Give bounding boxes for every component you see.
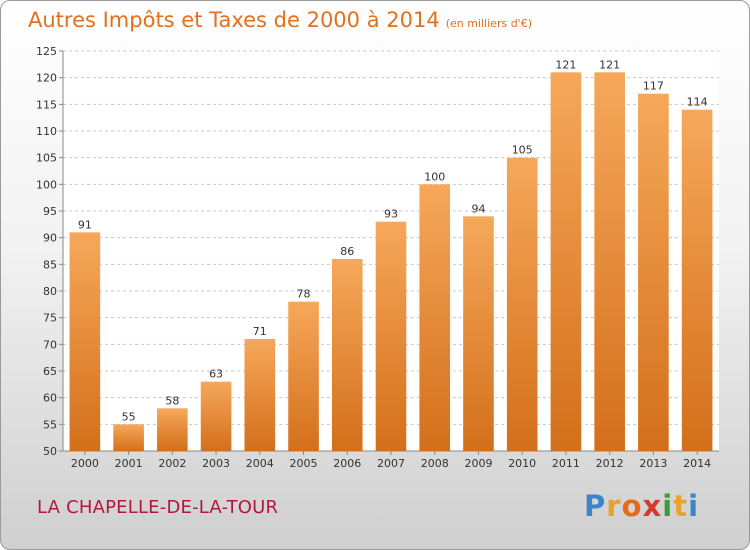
chart-unit: (en milliers d'€) (445, 17, 532, 30)
y-tick-label: 60 (43, 392, 57, 405)
x-tick-label: 2007 (377, 457, 405, 470)
place-name: LA CHAPELLE-DE-LA-TOUR (37, 497, 279, 518)
bar (594, 72, 625, 451)
data-label: 58 (165, 394, 179, 407)
data-label: 71 (253, 325, 267, 338)
y-tick-label: 70 (43, 338, 57, 351)
x-tick-label: 2001 (115, 457, 143, 470)
data-label: 114 (687, 96, 708, 109)
y-tick-label: 105 (36, 152, 57, 165)
data-label: 93 (384, 208, 398, 221)
x-tick-label: 2000 (71, 457, 99, 470)
bar (200, 381, 232, 451)
y-tick-label: 50 (43, 445, 57, 458)
logo-letter: t (673, 489, 689, 523)
logo-letter: x (642, 489, 663, 523)
y-tick-label: 55 (43, 418, 57, 431)
bar (463, 216, 494, 451)
bar (681, 109, 713, 452)
data-label: 78 (297, 288, 311, 301)
y-tick-label: 115 (36, 98, 57, 111)
x-tick-label: 2002 (158, 457, 186, 470)
proxiti-logo[interactable]: Proxiti (584, 489, 699, 523)
data-label: 63 (209, 368, 223, 381)
x-tick-label: 2013 (639, 457, 667, 470)
data-label: 121 (599, 58, 620, 71)
data-label: 55 (122, 410, 136, 423)
y-tick-label: 125 (36, 45, 57, 58)
y-tick-label: 110 (36, 125, 57, 138)
data-label: 117 (643, 80, 664, 93)
logo-letter: i (688, 489, 700, 523)
x-tick-label: 2006 (333, 457, 361, 470)
bar (69, 232, 101, 451)
y-tick-label: 90 (43, 232, 57, 245)
x-tick-label: 2009 (464, 457, 492, 470)
bar (375, 221, 407, 451)
x-tick-label: 2003 (202, 457, 230, 470)
logo-letter: r (606, 489, 622, 523)
y-tick-label: 85 (43, 258, 57, 271)
data-label: 94 (471, 202, 485, 215)
bar (506, 157, 538, 451)
bar (244, 339, 276, 451)
logo-letter: i (662, 489, 674, 523)
data-label: 86 (340, 245, 354, 258)
bar (419, 184, 451, 452)
bar (288, 301, 319, 451)
data-label: 105 (512, 144, 533, 157)
x-tick-label: 2011 (552, 457, 580, 470)
bar (157, 408, 188, 451)
y-tick-label: 80 (43, 285, 57, 298)
y-tick-label: 100 (36, 178, 57, 191)
y-tick-label: 120 (36, 72, 57, 85)
y-tick-label: 65 (43, 365, 57, 378)
data-label: 100 (424, 170, 445, 183)
data-label: 91 (78, 218, 92, 231)
bar (550, 72, 582, 451)
x-tick-label: 2012 (596, 457, 624, 470)
chart-title: Autres Impôts et Taxes de 2000 à 2014 (en… (28, 8, 532, 32)
x-tick-label: 2005 (290, 457, 318, 470)
logo-letter: P (584, 489, 607, 523)
chart-title-text: Autres Impôts et Taxes de 2000 à 2014 (28, 8, 440, 32)
bar (331, 259, 363, 451)
logo-letter: o (621, 489, 643, 523)
y-tick-label: 95 (43, 205, 57, 218)
data-label: 121 (555, 58, 576, 71)
x-tick-label: 2008 (421, 457, 449, 470)
bar (113, 424, 144, 451)
bar (638, 93, 669, 452)
x-tick-label: 2014 (683, 457, 711, 470)
x-tick-label: 2004 (246, 457, 274, 470)
y-tick-label: 75 (43, 312, 57, 325)
x-tick-label: 2010 (508, 457, 536, 470)
